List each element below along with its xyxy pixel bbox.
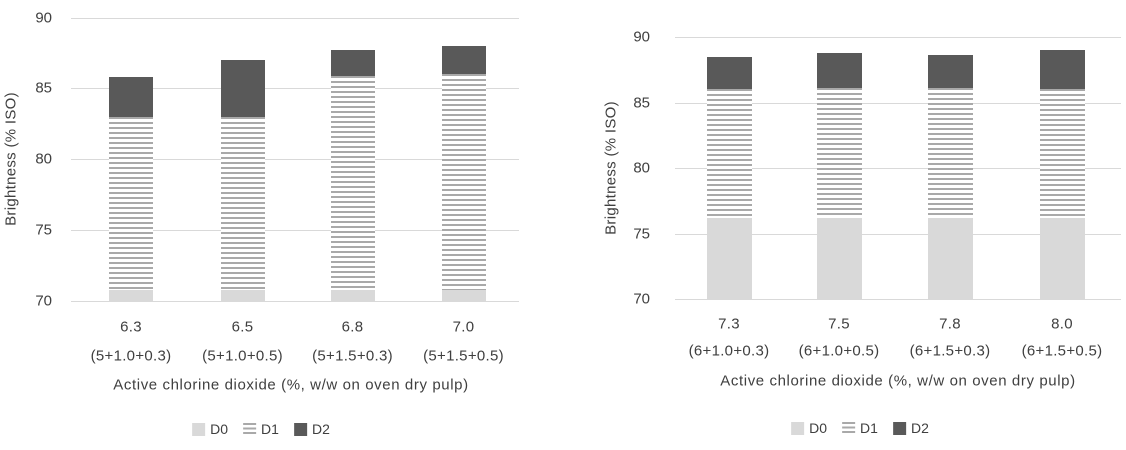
bar-segment-d0 [927,217,973,299]
legend-item-d1: D1 [842,420,878,436]
x-category-label: 7.3 [718,315,740,333]
x-category-label: 7.0 [452,318,475,336]
bar-segment-d1 [330,75,375,290]
bar-segment-d2 [706,56,752,90]
legend-label: D0 [210,421,229,437]
bar-segment-d2 [816,52,862,89]
bar-segment-d1 [1039,89,1085,218]
bar-segment-d1 [816,88,862,218]
x-category-label: 6.3 [120,318,142,336]
legend-item-d2: D2 [293,421,330,437]
x-axis-title: Active chlorine dioxide (%, w/w on oven … [113,376,469,394]
x-category-sublabel: (6+1.0+0.5) [798,342,880,360]
legend-item-d1: D1 [243,421,279,437]
bar-segment-d1 [220,116,265,290]
bar-segment-d0 [330,289,375,301]
y-tick-label: 85 [35,79,52,97]
gridline-y80 [675,168,1121,169]
bar-segment-d2 [927,55,973,89]
chart-left-5-stage-sequence: 70 75 80 85 90 Brightness (% ISO) 6.3 (5+1.0+0.… [0,0,560,450]
bar-segment-d1 [441,74,486,290]
bar-segment-d0 [706,217,752,299]
legend: D0 D1 D2 [192,421,330,437]
bar-segment-d2 [441,45,486,75]
x-category-label: 7.8 [939,315,961,333]
y-tick-label: 70 [35,292,52,310]
gridline-y70 [71,301,519,302]
gridline-y90 [71,17,519,19]
y-axis-title: Brightness (% ISO) [2,92,20,226]
bar-segment-d2 [1039,50,1085,90]
y-tick-label: 90 [35,9,52,26]
legend-swatch-d0-icon [192,422,206,436]
bar-segment-d1 [927,88,973,218]
x-axis-title: Active chlorine dioxide (%, w/w on oven … [720,372,1076,390]
x-category-sublabel: (5+1.5+0.3) [312,347,393,365]
y-tick-label: 75 [633,225,650,242]
legend-label: D2 [311,421,330,437]
legend-label: D2 [910,420,929,436]
x-category-sublabel: (5+1.0+0.3) [90,347,172,365]
legend-swatch-d0-icon [791,421,805,435]
bar-segment-d2 [330,50,375,76]
x-category-sublabel: (6+1.5+0.3) [909,342,991,360]
bar-segment-d0 [441,289,486,301]
gridline-y75 [71,230,519,232]
y-tick-label: 80 [633,159,650,177]
bar-segment-d0 [220,289,265,301]
gridline-y85 [71,88,519,90]
y-tick-label: 75 [35,221,52,239]
legend-swatch-d1-icon [243,422,257,436]
bar-segment-d1 [109,116,153,290]
legend-item-d0: D0 [791,420,827,436]
x-category-label: 7.5 [828,315,850,333]
gridline-y85 [675,102,1121,104]
y-tick-label: 90 [633,28,650,46]
legend: D0 D1 D2 [791,420,929,436]
y-tick-label: 85 [633,94,650,111]
gridline-y80 [71,159,519,161]
bar-segment-d0 [109,289,153,301]
x-category-label: 6.8 [341,318,364,336]
legend-swatch-d1-icon [842,421,856,435]
legend-item-d0: D0 [192,421,228,437]
x-category-sublabel: (6+1.0+0.3) [688,342,770,360]
bar-segment-d0 [816,217,862,299]
chart-right-6-stage-sequence: 70 75 80 85 90 Brightness (% ISO) 7.3 (6+1.0+0.… [566,0,1126,450]
gridline-y70 [675,299,1121,300]
x-category-label: 6.5 [231,318,254,336]
y-axis-title: Brightness (% ISO) [602,101,620,235]
gridline-y75 [675,233,1121,235]
legend-item-d2: D2 [892,420,929,436]
x-category-sublabel: (5+1.5+0.5) [423,347,504,365]
bar-segment-d2 [220,60,265,117]
legend-label: D1 [261,421,279,437]
legend-label: D1 [860,420,878,436]
x-category-sublabel: (5+1.0+0.5) [202,347,283,365]
x-category-label: 8.0 [1051,315,1073,333]
bar-segment-d1 [706,89,752,218]
y-tick-label: 80 [35,150,52,168]
bar-segment-d0 [1039,217,1085,299]
x-category-sublabel: (6+1.5+0.5) [1021,342,1103,360]
legend-label: D0 [809,420,828,436]
legend-swatch-d2-icon [892,421,906,435]
y-tick-label: 70 [633,290,650,308]
gridline-y90 [675,37,1121,38]
legend-swatch-d2-icon [293,422,307,436]
bar-segment-d2 [109,77,153,117]
